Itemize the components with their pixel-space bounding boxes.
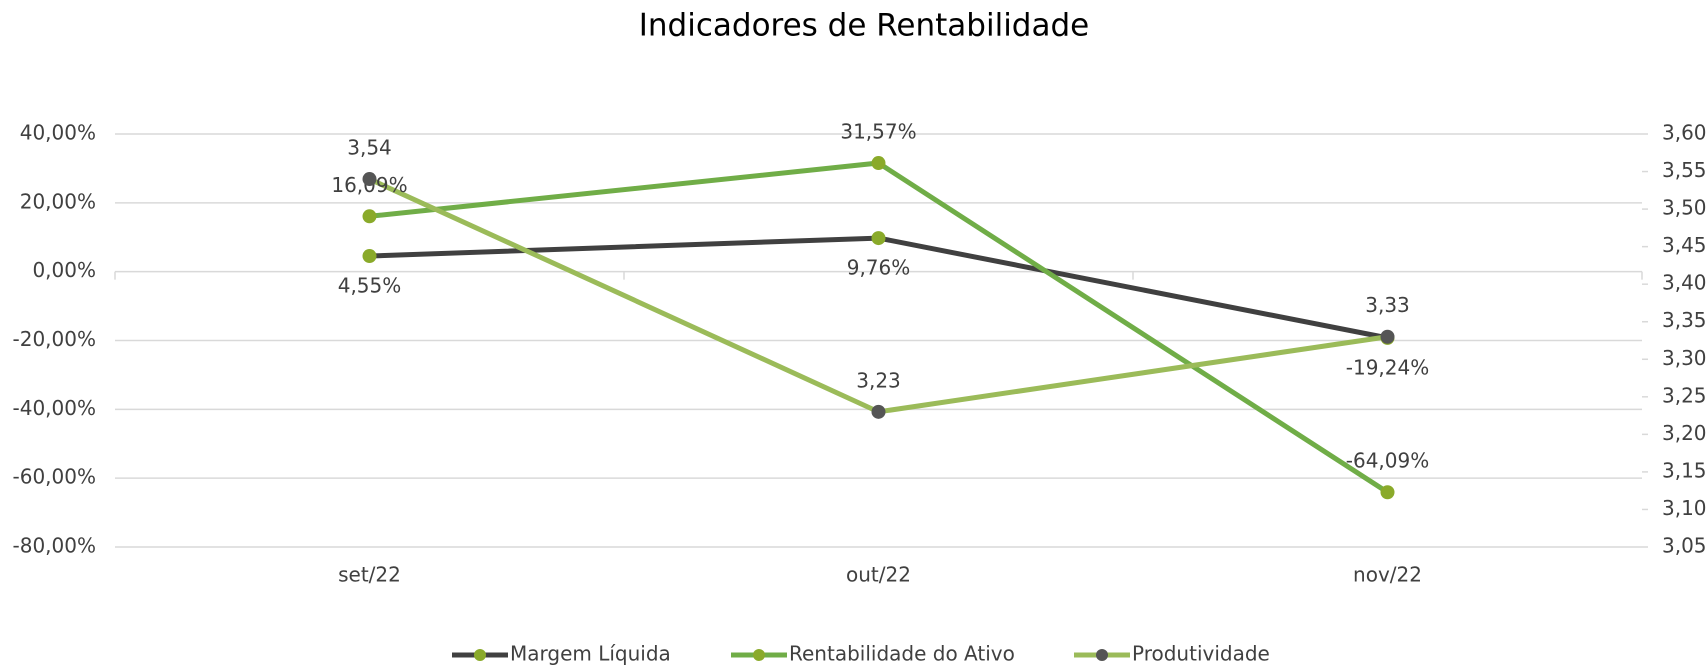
x-tick-label: nov/22 — [1353, 563, 1422, 587]
data-label: 3,23 — [856, 368, 901, 392]
y-tick-label: -40,00% — [13, 396, 96, 420]
series-line — [369, 235, 1388, 341]
y2-tick-label: 3,10 — [1662, 496, 1707, 520]
y2-tick-label: 3,40 — [1662, 271, 1707, 295]
y2-tick-label: 3,55 — [1662, 158, 1707, 182]
y-tick-label: 20,00% — [20, 189, 96, 213]
y-tick-label: 40,00% — [20, 121, 96, 145]
y2-tick-label: 3,45 — [1662, 233, 1707, 257]
y2-tick-label: 3,35 — [1662, 308, 1707, 332]
legend-marker — [753, 649, 765, 661]
legend-label: Rentabilidade do Ativo — [789, 642, 1015, 666]
y2-tick-label: 3,15 — [1662, 458, 1707, 482]
y-tick-label: -20,00% — [13, 327, 96, 351]
y-tick-label: -60,00% — [13, 465, 96, 489]
x-tick-label: set/22 — [338, 563, 401, 587]
legend-marker — [474, 649, 486, 661]
y2-tick-label: 3,25 — [1662, 383, 1707, 407]
data-label: 9,76% — [847, 256, 911, 280]
point — [362, 172, 377, 187]
point — [871, 156, 886, 171]
y2-tick-label: 3,50 — [1662, 196, 1707, 220]
y2-tick-label: 3,60 — [1662, 121, 1707, 145]
point — [362, 249, 377, 264]
chart-title: Indicadores de Rentabilidade — [639, 8, 1089, 44]
data-label: -64,09% — [1346, 449, 1429, 473]
point — [362, 209, 377, 224]
y2-tick-label: 3,20 — [1662, 421, 1707, 445]
legend-label: Produtividade — [1132, 642, 1270, 666]
data-label: 31,57% — [840, 120, 916, 144]
point — [1380, 485, 1395, 500]
y-tick-label: 0,00% — [32, 258, 96, 282]
data-label: 3,33 — [1365, 293, 1410, 317]
legend-label: Margem Líquida — [510, 642, 671, 666]
point — [1380, 329, 1395, 344]
y2-tick-label: 3,05 — [1662, 534, 1707, 558]
point — [871, 231, 886, 246]
data-label: 4,55% — [338, 274, 402, 298]
y2-tick-label: 3,30 — [1662, 346, 1707, 370]
data-label: 3,54 — [347, 136, 392, 160]
legend-marker — [1096, 649, 1108, 661]
series-line — [369, 160, 1389, 495]
data-label: -19,24% — [1346, 355, 1429, 379]
point — [871, 404, 886, 419]
x-tick-label: out/22 — [846, 563, 911, 587]
y-tick-label: -80,00% — [13, 534, 96, 558]
